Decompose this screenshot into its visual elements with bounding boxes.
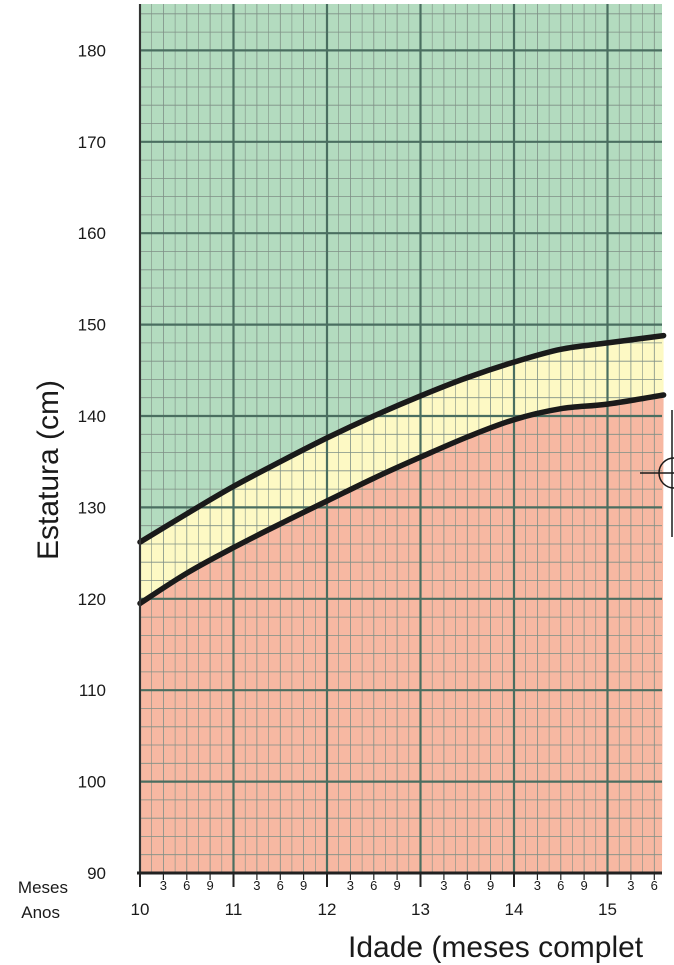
x-month-label: 9 <box>393 878 400 893</box>
x-tick-labels: 10 3 6 9 11 3 6 9 12 3 6 9 13 3 6 9 14 3 6 9 15 3 6 <box>131 878 658 919</box>
y-tick-label: 120 <box>78 590 106 609</box>
y-tick-label: 160 <box>78 224 106 243</box>
y-tick-label: 90 <box>87 864 106 883</box>
y-tick-label: 140 <box>78 407 106 426</box>
x-month-label: 6 <box>557 878 564 893</box>
x-month-label: 9 <box>580 878 587 893</box>
area-band <box>140 335 664 604</box>
y-tick-label: 180 <box>78 41 106 60</box>
plot-marker <box>640 410 674 537</box>
y-tick-label: 100 <box>78 773 106 792</box>
x-month-label: 6 <box>277 878 284 893</box>
y-tick-labels: 90 100 110 120 130 140 150 160 170 180 <box>78 41 106 883</box>
months-row-label: Meses <box>18 878 68 897</box>
x-year-label: 15 <box>598 900 617 919</box>
x-year-label: 14 <box>505 900 524 919</box>
x-axis-title: Idade (meses complet <box>348 931 644 964</box>
lower-curve <box>137 392 667 607</box>
x-month-label: 6 <box>651 878 658 893</box>
x-month-label: 6 <box>464 878 471 893</box>
x-month-label: 3 <box>627 878 634 893</box>
x-month-label: 3 <box>534 878 541 893</box>
years-row-label: Anos <box>21 903 60 922</box>
minor-grid <box>140 4 662 873</box>
x-month-label: 9 <box>206 878 213 893</box>
x-year-label: 13 <box>411 900 430 919</box>
area-below-band <box>140 395 664 873</box>
y-tick-label: 130 <box>78 498 106 517</box>
x-month-label: 6 <box>183 878 190 893</box>
plot-background <box>140 4 664 873</box>
x-year-label: 11 <box>225 900 243 919</box>
x-month-label: 6 <box>370 878 377 893</box>
x-year-label: 10 <box>131 900 150 919</box>
x-month-label: 9 <box>300 878 307 893</box>
axes <box>137 4 662 887</box>
y-tick-label: 170 <box>78 133 106 152</box>
x-month-label: 9 <box>487 878 494 893</box>
upper-curve <box>137 332 667 545</box>
y-axis-title: Estatura (cm) <box>32 380 65 560</box>
y-tick-label: 150 <box>78 316 106 335</box>
x-month-label: 3 <box>347 878 354 893</box>
x-month-label: 3 <box>440 878 447 893</box>
x-month-label: 3 <box>160 878 167 893</box>
percentile-curves <box>137 332 667 607</box>
marker-arc <box>658 457 674 489</box>
x-year-label: 12 <box>318 900 337 919</box>
y-tick-label: 110 <box>79 681 106 700</box>
area-above-band <box>140 4 664 543</box>
x-month-label: 3 <box>253 878 260 893</box>
